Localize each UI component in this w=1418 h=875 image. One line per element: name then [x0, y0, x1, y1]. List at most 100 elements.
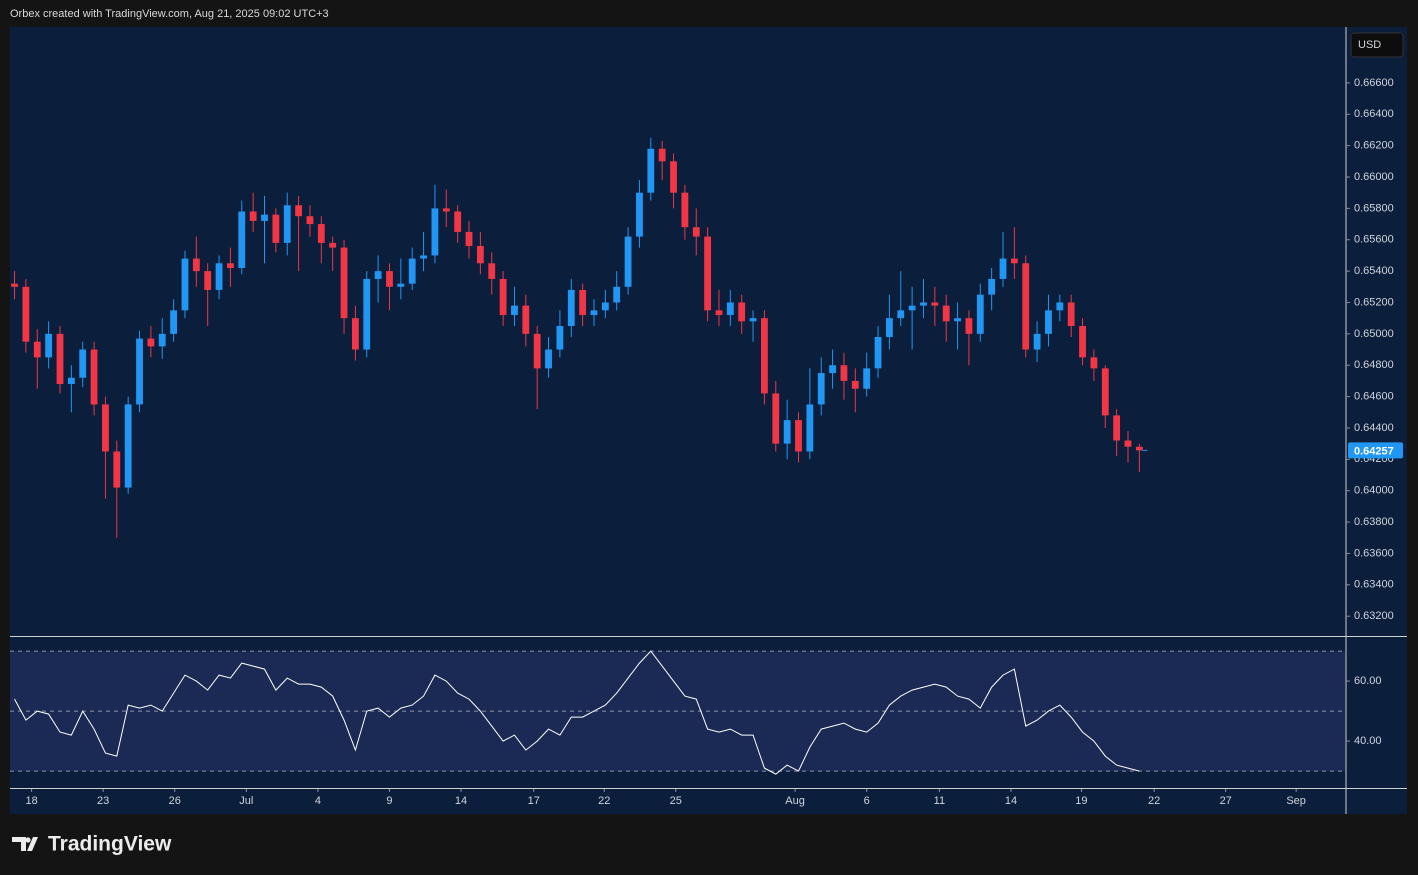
candle-body — [817, 373, 825, 405]
candle-body — [772, 393, 780, 444]
candle-body — [795, 420, 802, 452]
x-tick-label: 4 — [315, 795, 321, 807]
x-tick-label: 22 — [1148, 795, 1160, 807]
x-tick-label: 18 — [25, 795, 37, 807]
candle-body — [90, 349, 98, 405]
candle-body — [22, 286, 30, 342]
last-price-box — [1348, 442, 1403, 459]
candle-body — [579, 289, 587, 316]
y-tick-label: 0.65000 — [1354, 328, 1394, 340]
x-tick-label: 11 — [934, 795, 945, 807]
last-price-label: 0.64257 — [1354, 445, 1394, 457]
y-tick-label: 0.63600 — [1354, 547, 1394, 559]
candle-body — [374, 271, 382, 279]
candle-body — [408, 258, 416, 284]
candle-body — [454, 211, 462, 232]
candle-body — [215, 263, 223, 290]
x-tick-label: 14 — [1005, 795, 1017, 807]
candle-body — [45, 333, 53, 358]
x-tick-label: 9 — [386, 795, 392, 807]
candle-body — [476, 246, 484, 264]
candle-body — [692, 227, 700, 237]
y-tick-label: 0.64000 — [1354, 485, 1394, 497]
header-caption: Orbex created with TradingView.com, Aug … — [10, 8, 329, 20]
y-tick-label: 0.65600 — [1354, 234, 1394, 246]
candle-body — [249, 211, 257, 221]
y-tick-label: 0.63400 — [1354, 579, 1394, 591]
rsi-line — [14, 650, 1140, 775]
candle-body — [851, 380, 859, 389]
candle-body — [533, 333, 541, 369]
candle-body — [636, 192, 643, 237]
candle-body — [102, 404, 109, 452]
candle-body — [942, 305, 950, 322]
candle-body — [783, 420, 791, 444]
candle-body — [704, 236, 712, 311]
candle-body — [726, 302, 734, 316]
candle-body — [317, 224, 325, 243]
candle-body — [613, 286, 621, 303]
currency-label: USD — [1358, 39, 1381, 51]
candle-body — [601, 302, 609, 311]
x-tick-label: Aug — [785, 795, 805, 807]
candle-body — [908, 305, 916, 311]
candle-body — [511, 305, 518, 316]
candle-body — [181, 258, 189, 311]
x-tick-label: 14 — [455, 795, 467, 807]
y-tick-label: 60.00 — [1354, 675, 1382, 687]
candle-body — [658, 148, 666, 162]
candle-body — [465, 231, 473, 247]
candle-body — [1079, 326, 1086, 358]
y-tick-label: 40.00 — [1354, 735, 1382, 747]
x-tick-label: Sep — [1286, 795, 1306, 807]
candle-body — [624, 236, 632, 287]
candle-body — [340, 247, 348, 319]
x-tick-label: 17 — [528, 795, 540, 807]
x-tick-label: 27 — [1220, 795, 1232, 807]
y-tick-label: 0.64800 — [1354, 359, 1394, 371]
y-tick-label: 0.65200 — [1354, 296, 1394, 308]
candle-body — [227, 263, 234, 268]
candle-body — [170, 310, 178, 334]
candle-body — [1045, 310, 1052, 334]
candle-body — [33, 341, 41, 358]
candle-body — [976, 294, 984, 334]
candle-body — [329, 242, 337, 248]
candle-body — [749, 318, 757, 322]
x-tick-label: 23 — [97, 795, 109, 807]
candle-body — [806, 404, 814, 452]
candle-body — [56, 333, 64, 385]
y-tick-label: 0.66600 — [1354, 77, 1394, 89]
candle-body — [272, 214, 280, 243]
x-tick-label: Jul — [239, 795, 253, 807]
x-tick-label: 25 — [670, 795, 682, 807]
candle-body — [79, 349, 87, 378]
candle-body — [1033, 333, 1041, 350]
candle-body — [1124, 440, 1132, 447]
candle-body — [397, 283, 405, 287]
logo: TradingView — [12, 833, 172, 856]
candle-body — [124, 404, 132, 488]
x-tick-label: 19 — [1075, 795, 1087, 807]
candle-body — [283, 205, 291, 243]
candle-body — [1101, 368, 1109, 416]
y-tick-label: 0.65400 — [1354, 265, 1394, 277]
candle-body — [897, 310, 905, 319]
candle-body — [192, 258, 200, 272]
y-tick-label: 0.63800 — [1354, 516, 1394, 528]
candle-body — [238, 211, 246, 268]
candle-body — [113, 451, 121, 488]
candle-body — [931, 302, 939, 306]
y-tick-label: 0.63200 — [1354, 610, 1394, 622]
candle-body — [999, 258, 1007, 279]
candle-body — [499, 278, 507, 316]
y-tick-label: 0.64400 — [1354, 422, 1394, 434]
candle-body — [488, 263, 496, 279]
candle-body — [1010, 258, 1018, 264]
candle-body — [567, 289, 575, 327]
candle-body — [136, 338, 143, 405]
candle-body — [11, 283, 18, 287]
candle-body — [158, 333, 166, 347]
